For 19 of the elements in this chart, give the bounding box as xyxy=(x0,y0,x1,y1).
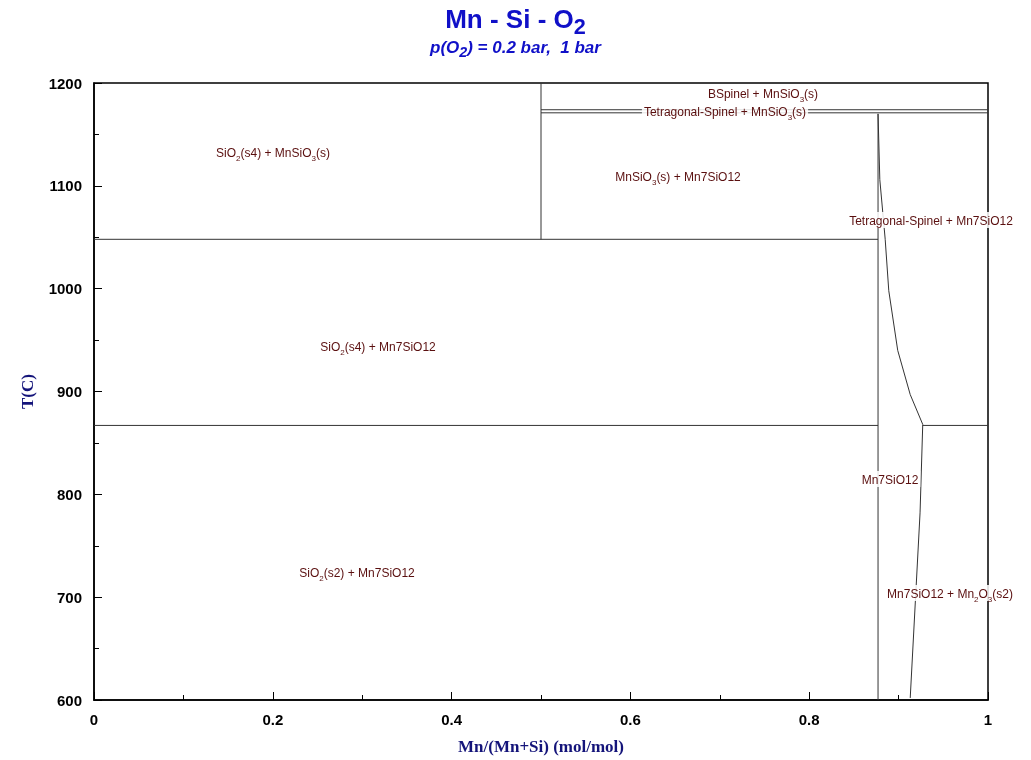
chart-title: Mn - Si - O$_{2}$ xyxy=(445,4,586,40)
x-tick-label: 0.2 xyxy=(262,711,284,728)
y-axis-title: T(C) xyxy=(18,374,37,409)
x-tick-label: 0 xyxy=(89,711,99,728)
x-tick-label: 0.4 xyxy=(441,711,463,728)
y-tick-label: 1000 xyxy=(48,280,82,298)
annotation: Tetragonal-Spinel + Mn7SiO12 xyxy=(849,214,1014,228)
y-tick-label: 700 xyxy=(56,588,82,606)
y-tick-label: 1200 xyxy=(48,74,82,92)
y-tick-label: 1100 xyxy=(49,177,82,195)
annotation: Mn7SiO12 xyxy=(861,473,919,487)
y-tick-label: 600 xyxy=(56,691,82,709)
x-tick-label: 1 xyxy=(983,711,993,728)
x-tick-label: 0.8 xyxy=(798,711,820,728)
x-tick-label: 0.6 xyxy=(619,711,641,728)
x-axis-title: Mn/(Mn+Si) (mol/mol) xyxy=(458,737,624,756)
y-tick-label: 900 xyxy=(56,383,82,400)
chart-subtitle: p(O$_{2}$) = 0.2 bar, 1 bar xyxy=(428,38,603,61)
y-tick-label: 800 xyxy=(56,485,82,503)
